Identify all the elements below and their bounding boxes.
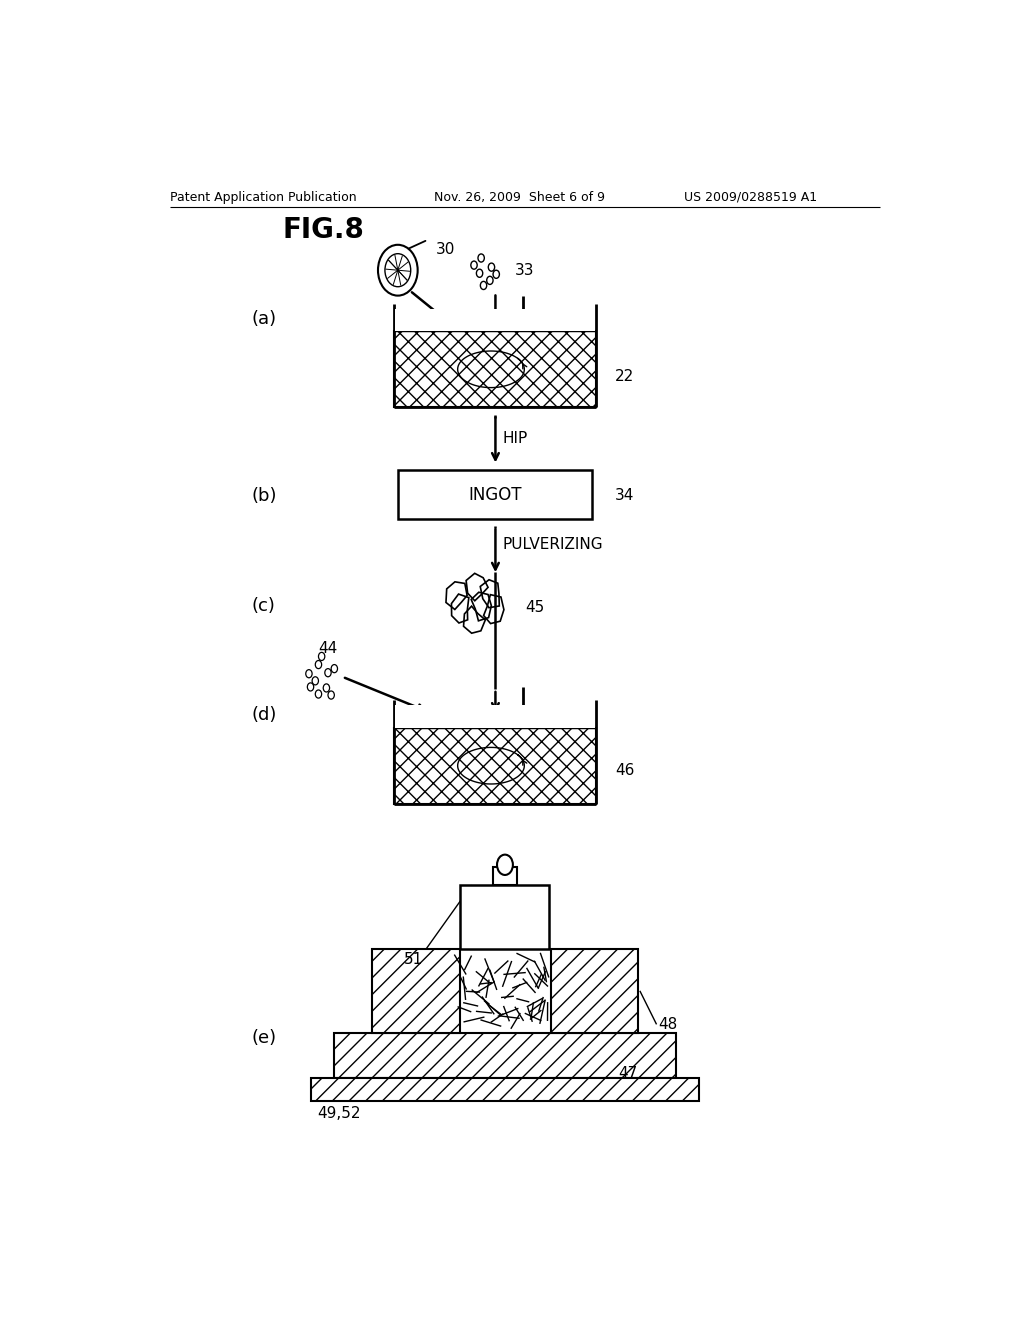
Text: 33: 33 <box>515 263 535 277</box>
Text: 44: 44 <box>318 640 338 656</box>
Text: (b): (b) <box>251 487 276 504</box>
Circle shape <box>378 244 418 296</box>
Text: 48: 48 <box>658 1016 677 1032</box>
Text: 30: 30 <box>436 243 456 257</box>
Text: Patent Application Publication: Patent Application Publication <box>170 190 356 203</box>
Text: 51: 51 <box>404 952 423 966</box>
Bar <box>373 949 460 1032</box>
Text: (e): (e) <box>251 1028 276 1047</box>
Text: US 2009/0288519 A1: US 2009/0288519 A1 <box>684 190 817 203</box>
Text: (c): (c) <box>251 597 274 615</box>
Text: 47: 47 <box>618 1065 638 1081</box>
Bar <box>394 331 596 408</box>
Circle shape <box>497 854 513 875</box>
Bar <box>494 867 517 886</box>
Bar <box>334 1032 676 1078</box>
Bar <box>460 886 550 949</box>
Text: HIP: HIP <box>503 432 527 446</box>
Text: 22: 22 <box>615 370 635 384</box>
Text: FIG.8: FIG.8 <box>283 215 365 244</box>
Text: (d): (d) <box>251 706 276 725</box>
Bar <box>551 949 638 1032</box>
Text: Nov. 26, 2009  Sheet 6 of 9: Nov. 26, 2009 Sheet 6 of 9 <box>433 190 604 203</box>
Text: 45: 45 <box>524 601 544 615</box>
Text: 34: 34 <box>615 488 635 503</box>
Text: PULVERIZING: PULVERIZING <box>503 537 603 552</box>
Bar <box>310 1078 699 1101</box>
Text: 46: 46 <box>615 763 635 777</box>
Text: 49,52: 49,52 <box>316 1106 360 1121</box>
Bar <box>395 309 595 331</box>
Bar <box>460 949 551 1032</box>
Bar <box>395 705 595 727</box>
Bar <box>397 470 592 519</box>
Text: (a): (a) <box>251 310 276 327</box>
Bar <box>394 727 596 804</box>
Text: INGOT: INGOT <box>468 486 522 504</box>
